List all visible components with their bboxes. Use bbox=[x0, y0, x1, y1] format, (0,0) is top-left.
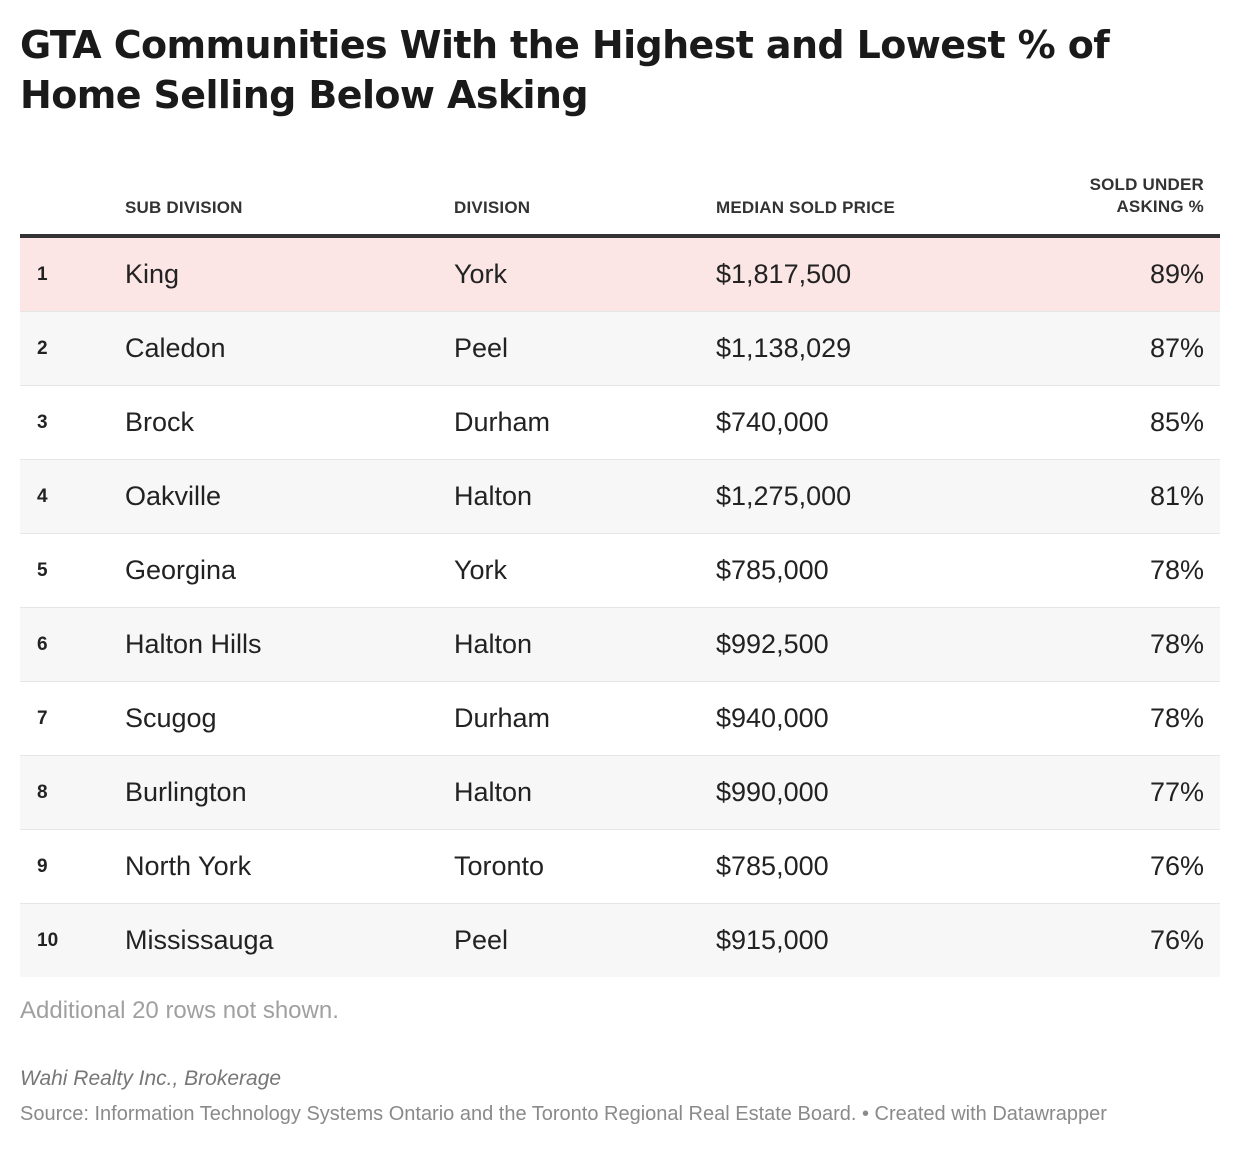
cell-sub-division: North York bbox=[125, 851, 252, 881]
cell-division: Halton bbox=[454, 777, 533, 807]
cell-median-sold-price: $940,000 bbox=[716, 703, 829, 733]
cell-sub-division: Caledon bbox=[125, 333, 226, 363]
table-row: 8 Burlington Halton $990,000 77% bbox=[20, 756, 1220, 830]
chart-title: GTA Communities With the Highest and Low… bbox=[20, 23, 1110, 117]
cell-division: Toronto bbox=[454, 851, 545, 881]
cell-median-sold-price: $992,500 bbox=[716, 629, 829, 659]
cell-rank: 2 bbox=[37, 337, 48, 359]
header-sub-division: SUB DIVISION bbox=[125, 198, 243, 217]
table-body: 1 King York $1,817,500 89% 2 Caledon Peel $1,138… bbox=[20, 238, 1220, 977]
table-row: 7 Scugog Durham $940,000 78% bbox=[20, 682, 1220, 756]
cell-rank: 9 bbox=[37, 855, 48, 877]
cell-division: Durham bbox=[454, 703, 551, 733]
cell-rank: 8 bbox=[37, 781, 48, 803]
cell-sold-under-asking: 76% bbox=[1149, 925, 1204, 955]
table-row: 3 Brock Durham $740,000 85% bbox=[20, 386, 1220, 460]
chart-container: GTA Communities With the Highest and Low… bbox=[20, 0, 1220, 1126]
cell-sold-under-asking: 77% bbox=[1149, 777, 1204, 807]
cell-rank: 7 bbox=[37, 707, 48, 729]
cell-rank: 4 bbox=[37, 485, 48, 507]
cell-rank: 6 bbox=[37, 633, 48, 655]
table-header: SUB DIVISION DIVISION MEDIAN SOLD PRICE … bbox=[20, 173, 1220, 238]
header-sold-under-asking: SOLD UNDER ASKING % bbox=[1089, 175, 1204, 216]
header-division: DIVISION bbox=[454, 198, 531, 217]
cell-sold-under-asking: 78% bbox=[1149, 555, 1204, 585]
cell-rank: 5 bbox=[37, 559, 48, 581]
cell-median-sold-price: $785,000 bbox=[716, 555, 829, 585]
cell-sold-under-asking: 81% bbox=[1149, 481, 1204, 511]
table-row: 10 Mississauga Peel $915,000 76% bbox=[20, 904, 1220, 977]
cell-sub-division: Oakville bbox=[125, 481, 222, 511]
cell-sold-under-asking: 78% bbox=[1149, 703, 1204, 733]
table-row: 9 North York Toronto $785,000 76% bbox=[20, 830, 1220, 904]
table-row: 1 King York $1,817,500 89% bbox=[20, 238, 1220, 312]
cell-median-sold-price: $1,138,029 bbox=[716, 333, 852, 363]
cell-sold-under-asking: 76% bbox=[1149, 851, 1204, 881]
cell-division: Peel bbox=[454, 925, 509, 955]
cell-rank: 3 bbox=[37, 411, 48, 433]
cell-division: Peel bbox=[454, 333, 509, 363]
cell-sub-division: Burlington bbox=[125, 777, 247, 807]
cell-median-sold-price: $990,000 bbox=[716, 777, 829, 807]
cell-sub-division: Mississauga bbox=[125, 925, 274, 955]
table-row: 4 Oakville Halton $1,275,000 81% bbox=[20, 460, 1220, 534]
cell-median-sold-price: $1,817,500 bbox=[716, 259, 852, 289]
cell-median-sold-price: $915,000 bbox=[716, 925, 829, 955]
header-median-sold-price: MEDIAN SOLD PRICE bbox=[716, 198, 896, 217]
source-line: Source: Information Technology Systems O… bbox=[20, 1103, 1107, 1125]
data-table: SUB DIVISION DIVISION MEDIAN SOLD PRICE … bbox=[20, 173, 1220, 977]
cell-sub-division: Brock bbox=[125, 407, 195, 437]
cell-sold-under-asking: 89% bbox=[1149, 259, 1204, 289]
cell-division: Halton bbox=[454, 629, 533, 659]
cell-sub-division: Scugog bbox=[125, 703, 217, 733]
cell-sold-under-asking: 85% bbox=[1149, 407, 1204, 437]
cell-division: York bbox=[454, 555, 508, 585]
table-row: 6 Halton Hills Halton $992,500 78% bbox=[20, 608, 1220, 682]
cell-sub-division: King bbox=[125, 259, 180, 289]
cell-rank: 10 bbox=[37, 929, 59, 951]
cell-division: York bbox=[454, 259, 508, 289]
cell-division: Halton bbox=[454, 481, 533, 511]
cell-sold-under-asking: 87% bbox=[1149, 333, 1204, 363]
cell-median-sold-price: $785,000 bbox=[716, 851, 829, 881]
cell-sub-division: Georgina bbox=[125, 555, 237, 585]
table-row: 5 Georgina York $785,000 78% bbox=[20, 534, 1220, 608]
table-row: 2 Caledon Peel $1,138,029 87% bbox=[20, 312, 1220, 386]
rows-not-shown-note: Additional 20 rows not shown. bbox=[20, 997, 339, 1024]
byline: Wahi Realty Inc., Brokerage bbox=[20, 1067, 282, 1090]
cell-rank: 1 bbox=[37, 263, 48, 285]
cell-sold-under-asking: 78% bbox=[1149, 629, 1204, 659]
cell-median-sold-price: $740,000 bbox=[716, 407, 829, 437]
cell-division: Durham bbox=[454, 407, 551, 437]
cell-sub-division: Halton Hills bbox=[125, 629, 262, 659]
cell-median-sold-price: $1,275,000 bbox=[716, 481, 852, 511]
